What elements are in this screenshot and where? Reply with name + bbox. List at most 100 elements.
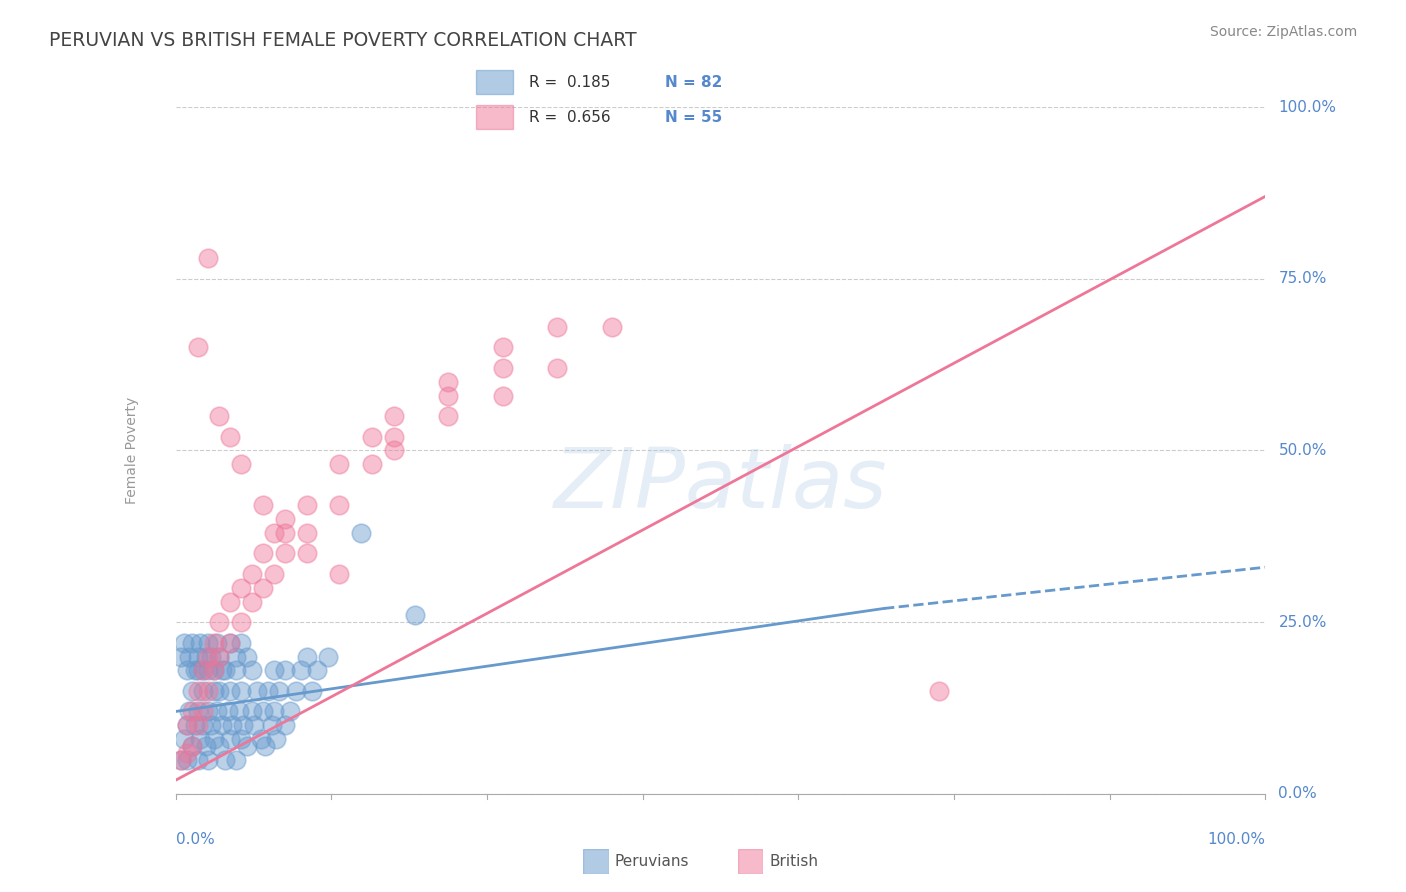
Point	[243, 718, 266, 732]
Point	[176, 663, 198, 677]
Point	[318, 649, 340, 664]
Point	[307, 663, 329, 677]
Point	[214, 753, 236, 767]
Point	[360, 457, 382, 471]
Point	[492, 388, 515, 402]
Point	[191, 663, 214, 677]
Point	[546, 361, 568, 376]
Point	[252, 546, 274, 561]
Point	[205, 636, 228, 650]
Point	[295, 499, 318, 513]
Point	[274, 663, 297, 677]
Bar	[477, 105, 513, 129]
Point	[328, 499, 350, 513]
Point	[173, 636, 195, 650]
Point	[382, 409, 405, 423]
Point	[197, 251, 219, 265]
Point	[240, 567, 263, 582]
Point	[263, 705, 285, 719]
Point	[235, 649, 257, 664]
Point	[197, 649, 219, 664]
Point	[231, 731, 253, 746]
Text: British: British	[769, 855, 818, 869]
Point	[263, 663, 285, 677]
Point	[184, 718, 207, 732]
Point	[231, 683, 253, 698]
Point	[188, 731, 211, 746]
Point	[191, 683, 214, 698]
Point	[197, 753, 219, 767]
Point	[197, 683, 219, 698]
Point	[437, 409, 460, 423]
Point	[257, 683, 280, 698]
Point	[274, 546, 297, 561]
Point	[173, 731, 195, 746]
Point	[231, 457, 253, 471]
Point	[211, 718, 233, 732]
Point	[181, 636, 204, 650]
Point	[186, 683, 209, 698]
Point	[263, 567, 285, 582]
Point	[197, 663, 219, 677]
Point	[284, 683, 307, 698]
Point	[195, 649, 218, 664]
Text: 100.0%: 100.0%	[1208, 831, 1265, 847]
Point	[205, 705, 228, 719]
Point	[219, 636, 242, 650]
Point	[217, 705, 239, 719]
Point	[252, 499, 274, 513]
Point	[382, 430, 405, 444]
Point	[295, 649, 318, 664]
Point	[197, 636, 219, 650]
Text: PERUVIAN VS BRITISH FEMALE POVERTY CORRELATION CHART: PERUVIAN VS BRITISH FEMALE POVERTY CORRE…	[49, 31, 637, 50]
Point	[928, 683, 950, 698]
Point	[240, 663, 263, 677]
Point	[219, 731, 242, 746]
Text: Source: ZipAtlas.com: Source: ZipAtlas.com	[1209, 25, 1357, 39]
Point	[231, 615, 253, 630]
Point	[208, 409, 231, 423]
Point	[295, 546, 318, 561]
Point	[278, 705, 301, 719]
Point	[263, 525, 285, 540]
Point	[184, 663, 207, 677]
Point	[240, 594, 263, 608]
Point	[202, 731, 225, 746]
Point	[202, 683, 225, 698]
Point	[274, 512, 297, 526]
Point	[219, 430, 242, 444]
Point	[177, 649, 200, 664]
Point	[328, 457, 350, 471]
Text: ZIPatlas: ZIPatlas	[554, 444, 887, 525]
Text: N = 82: N = 82	[665, 75, 723, 90]
Point	[240, 705, 263, 719]
Point	[186, 340, 209, 354]
Bar	[477, 70, 513, 95]
Point	[200, 718, 222, 732]
Text: 50.0%: 50.0%	[1278, 443, 1327, 458]
Point	[249, 731, 271, 746]
Point	[208, 739, 231, 753]
Point	[208, 649, 231, 664]
Point	[274, 718, 297, 732]
Point	[208, 615, 231, 630]
Point	[176, 753, 198, 767]
Point	[176, 718, 198, 732]
Point	[252, 705, 274, 719]
Point	[202, 636, 225, 650]
Point	[176, 746, 198, 760]
Point	[219, 636, 242, 650]
Point	[181, 683, 204, 698]
Point	[219, 594, 242, 608]
Text: 0.0%: 0.0%	[176, 831, 215, 847]
Point	[328, 567, 350, 582]
Point	[170, 753, 193, 767]
Point	[252, 581, 274, 595]
Point	[186, 753, 209, 767]
Point	[202, 663, 225, 677]
Point	[360, 430, 382, 444]
Point	[211, 663, 233, 677]
Text: 100.0%: 100.0%	[1278, 100, 1337, 114]
Text: Female Poverty: Female Poverty	[125, 397, 139, 504]
Point	[231, 636, 253, 650]
